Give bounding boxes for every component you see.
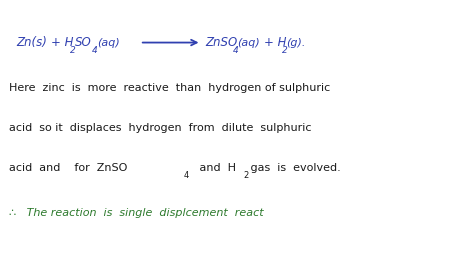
Text: 4: 4	[233, 46, 238, 55]
Text: 4: 4	[184, 171, 189, 180]
Text: and  H: and H	[189, 163, 236, 173]
Text: (aq): (aq)	[237, 38, 260, 48]
Text: Zn(s): Zn(s)	[17, 36, 47, 49]
Text: (g).: (g).	[286, 38, 306, 48]
Text: SO: SO	[75, 36, 91, 49]
Text: ZnSO: ZnSO	[205, 36, 237, 49]
Text: 4: 4	[92, 46, 98, 55]
Text: 2: 2	[282, 46, 287, 55]
Text: acid  so it  displaces  hydrogen  from  dilute  sulphuric: acid so it displaces hydrogen from dilut…	[9, 123, 311, 133]
Text: ∴   The reaction  is  single  displcement  react: ∴ The reaction is single displcement rea…	[9, 208, 263, 218]
Text: 2: 2	[70, 46, 75, 55]
Text: + H: + H	[51, 36, 73, 49]
Text: + H: + H	[264, 36, 286, 49]
Text: Here  zinc  is  more  reactive  than  hydrogen of sulphuric: Here zinc is more reactive than hydrogen…	[9, 83, 330, 93]
Text: 2: 2	[243, 171, 248, 180]
Text: acid  and    for  ZnSO: acid and for ZnSO	[9, 163, 127, 173]
Text: (aq): (aq)	[97, 38, 119, 48]
Text: gas  is  evolved.: gas is evolved.	[247, 163, 341, 173]
